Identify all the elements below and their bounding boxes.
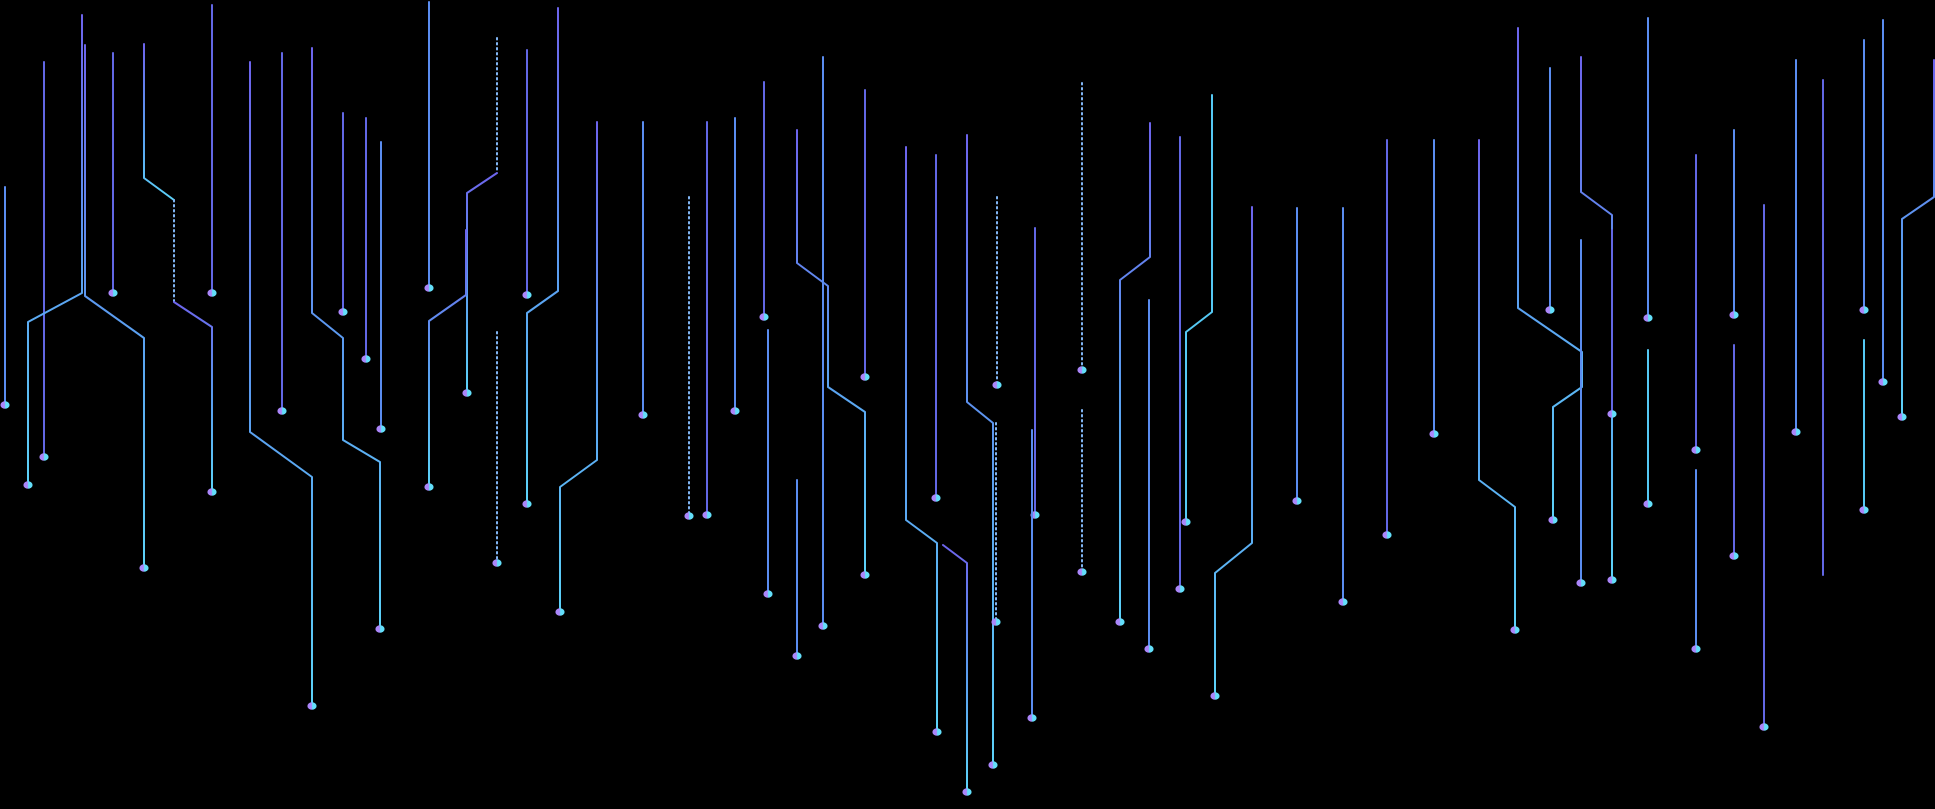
node-dot xyxy=(1897,413,1907,421)
circuit-trace xyxy=(966,134,994,764)
circuit-trace xyxy=(1119,122,1151,621)
node-dot xyxy=(792,652,802,660)
node-dot xyxy=(1548,516,1558,524)
node-dot xyxy=(1691,446,1701,454)
node-dot xyxy=(988,761,998,769)
node-dot xyxy=(1210,692,1220,700)
node-dot xyxy=(1859,306,1869,314)
node-dot xyxy=(991,618,1001,626)
node-dot xyxy=(860,373,870,381)
circuit-trace xyxy=(1580,56,1613,579)
node-dot xyxy=(1545,306,1555,314)
node-dot xyxy=(139,564,149,572)
node-dot xyxy=(522,291,532,299)
node-dot xyxy=(1643,500,1653,508)
node-dot xyxy=(1027,714,1037,722)
circuit-trace xyxy=(311,47,381,628)
node-dot xyxy=(1077,568,1087,576)
node-dot xyxy=(1729,311,1739,319)
node-dot xyxy=(962,788,972,796)
node-dot xyxy=(759,313,769,321)
node-dot xyxy=(1077,366,1087,374)
node-dot xyxy=(424,284,434,292)
node-dot xyxy=(992,381,1002,389)
circuit-trace xyxy=(428,229,467,486)
node-dot xyxy=(277,407,287,415)
circuit-trace xyxy=(559,121,598,611)
node-dot xyxy=(1607,576,1617,584)
circuit-trace xyxy=(1478,139,1516,629)
node-dot xyxy=(684,512,694,520)
circuit-trace xyxy=(905,146,938,731)
node-dot xyxy=(39,453,49,461)
node-dot xyxy=(1759,723,1769,731)
circuit-trace xyxy=(1901,59,1935,416)
node-dot xyxy=(522,500,532,508)
node-dot xyxy=(1691,645,1701,653)
node-dot xyxy=(730,407,740,415)
circuit-trace xyxy=(1185,94,1213,521)
node-dot xyxy=(638,411,648,419)
node-dot xyxy=(1510,626,1520,634)
node-dot xyxy=(555,608,565,616)
circuit-trace xyxy=(796,129,866,574)
node-dot xyxy=(424,483,434,491)
node-dot xyxy=(1292,497,1302,505)
circuit-trace xyxy=(942,544,968,791)
node-dot xyxy=(492,559,502,567)
node-dot xyxy=(1181,518,1191,526)
node-dot xyxy=(0,401,10,409)
node-dot xyxy=(702,511,712,519)
node-dot xyxy=(1859,506,1869,514)
node-dot xyxy=(1338,598,1348,606)
node-dot xyxy=(307,702,317,710)
node-dot xyxy=(108,289,118,297)
circuit-trace xyxy=(27,14,83,484)
node-dot xyxy=(361,355,371,363)
circuit-trace xyxy=(466,172,498,392)
node-dot xyxy=(376,425,386,433)
node-dot xyxy=(375,625,385,633)
node-dot xyxy=(932,728,942,736)
node-dot xyxy=(860,571,870,579)
circuit-trace xyxy=(173,301,213,491)
node-dot xyxy=(763,590,773,598)
circuit-trace xyxy=(1214,206,1253,695)
circuit-trace xyxy=(143,43,175,201)
node-dot xyxy=(1643,314,1653,322)
node-dot xyxy=(1607,410,1617,418)
node-dot xyxy=(1791,428,1801,436)
node-dot xyxy=(207,488,217,496)
circuit-trace xyxy=(84,44,145,567)
node-dot xyxy=(1429,430,1439,438)
node-dot xyxy=(462,389,472,397)
circuit-trace xyxy=(526,7,559,503)
node-dot xyxy=(1144,645,1154,653)
node-dot xyxy=(1382,531,1392,539)
node-dot xyxy=(207,289,217,297)
node-dot xyxy=(818,622,828,630)
node-dot xyxy=(1878,378,1888,386)
node-dot xyxy=(1576,579,1586,587)
node-dot xyxy=(338,308,348,316)
circuit-trace xyxy=(249,61,313,705)
node-dot xyxy=(1115,618,1125,626)
node-dot xyxy=(1729,552,1739,560)
node-dot xyxy=(1175,585,1185,593)
node-dot xyxy=(23,481,33,489)
node-dot xyxy=(931,494,941,502)
